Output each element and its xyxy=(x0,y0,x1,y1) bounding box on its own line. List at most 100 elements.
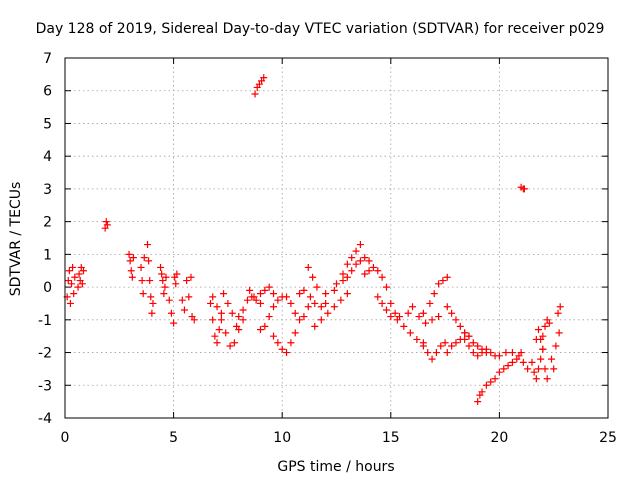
data-point xyxy=(167,309,175,317)
data-point xyxy=(330,303,338,311)
data-point xyxy=(278,345,286,353)
data-point xyxy=(322,299,330,307)
data-point xyxy=(556,303,564,311)
data-point xyxy=(539,332,547,340)
data-point xyxy=(322,290,330,298)
grid-lines xyxy=(65,58,608,418)
data-point xyxy=(339,270,347,278)
data-point xyxy=(469,349,477,357)
data-point xyxy=(409,303,417,311)
data-point xyxy=(207,299,215,307)
data-point xyxy=(443,349,451,357)
data-point xyxy=(465,332,473,340)
data-point xyxy=(424,349,432,357)
data-point xyxy=(426,299,434,307)
data-point xyxy=(428,316,436,324)
y-tick-label: -4 xyxy=(38,411,52,427)
x-tick-label: 20 xyxy=(490,430,508,446)
data-point xyxy=(435,280,443,288)
data-point xyxy=(439,277,447,285)
data-point xyxy=(519,358,527,366)
data-point xyxy=(330,286,338,294)
data-point xyxy=(448,309,456,317)
data-point xyxy=(393,316,401,324)
data-point xyxy=(469,339,477,347)
y-tick-label: -3 xyxy=(38,378,52,394)
data-point xyxy=(239,306,247,314)
data-point xyxy=(144,241,152,249)
data-point xyxy=(456,322,464,330)
x-tick-label: 0 xyxy=(61,430,70,446)
data-point xyxy=(103,221,111,229)
data-point xyxy=(448,342,456,350)
data-point xyxy=(487,378,495,386)
data-point xyxy=(213,303,221,311)
data-point xyxy=(482,345,490,353)
data-point xyxy=(419,342,427,350)
data-point xyxy=(70,290,78,298)
data-point xyxy=(343,260,351,268)
data-point xyxy=(500,365,508,373)
data-point xyxy=(185,293,193,301)
data-point xyxy=(138,277,146,285)
data-point xyxy=(178,296,186,304)
data-point xyxy=(413,335,421,343)
data-point xyxy=(443,303,451,311)
data-point xyxy=(304,263,312,271)
data-point xyxy=(356,241,364,249)
data-point xyxy=(478,388,486,396)
data-point xyxy=(317,303,325,311)
x-tick-label: 25 xyxy=(599,430,617,446)
data-point xyxy=(478,349,486,357)
data-point xyxy=(209,316,217,324)
data-point xyxy=(365,257,373,265)
data-point xyxy=(291,329,299,337)
data-point xyxy=(428,355,436,363)
data-point xyxy=(528,358,536,366)
data-point xyxy=(157,263,165,271)
x-tick-label: 10 xyxy=(273,430,291,446)
data-point xyxy=(343,273,351,281)
data-point xyxy=(437,342,445,350)
data-point xyxy=(222,329,230,337)
data-point xyxy=(356,257,364,265)
data-point xyxy=(161,283,169,291)
data-point xyxy=(296,316,304,324)
data-point xyxy=(217,309,225,317)
data-point xyxy=(270,303,278,311)
data-point xyxy=(422,319,430,327)
data-point xyxy=(365,267,373,275)
data-point xyxy=(250,293,258,301)
data-point xyxy=(317,316,325,324)
data-point xyxy=(441,339,449,347)
data-point xyxy=(265,283,273,291)
data-point xyxy=(352,247,360,255)
data-point xyxy=(173,270,181,278)
data-point xyxy=(162,273,170,281)
data-point xyxy=(324,309,332,317)
data-point xyxy=(530,368,538,376)
data-point xyxy=(158,270,166,278)
data-point xyxy=(482,381,490,389)
data-point xyxy=(149,299,157,307)
data-point xyxy=(348,267,356,275)
data-point xyxy=(102,218,110,226)
data-point xyxy=(543,375,551,383)
data-point xyxy=(311,299,319,307)
data-point xyxy=(343,290,351,298)
data-point xyxy=(128,273,136,281)
data-point xyxy=(524,365,532,373)
data-point xyxy=(283,293,291,301)
data-point xyxy=(508,358,516,366)
y-axis-label: SDTVAR / TECUs xyxy=(8,182,24,297)
data-point xyxy=(461,335,469,343)
data-point xyxy=(65,267,73,275)
x-tick-label: 5 xyxy=(169,430,178,446)
data-point xyxy=(74,283,82,291)
x-axis-label: GPS time / hours xyxy=(277,459,394,475)
data-point xyxy=(283,349,291,357)
data-point xyxy=(391,309,399,317)
data-point xyxy=(306,293,314,301)
data-point xyxy=(287,299,295,307)
data-point xyxy=(180,306,188,314)
